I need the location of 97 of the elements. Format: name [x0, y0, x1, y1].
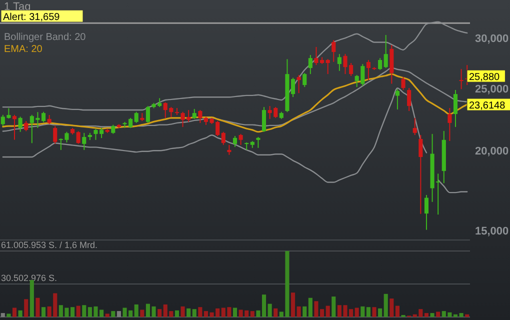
candlestick: [256, 136, 260, 148]
bar: [0, 313, 5, 317]
y-tick-label: 30,000: [475, 33, 509, 46]
candlestick: [82, 132, 86, 150]
bar: [390, 298, 394, 317]
candlestick: [24, 120, 28, 132]
text: EMA: 20: [4, 44, 43, 55]
bar: [262, 294, 266, 317]
bar: [395, 306, 400, 317]
candlestick: [232, 136, 238, 148]
bar: [378, 308, 382, 317]
bar: [332, 296, 336, 317]
bar: [459, 313, 464, 317]
candlestick: [47, 114, 52, 125]
candlestick: [53, 126, 58, 144]
candlestick: [424, 194, 429, 230]
bar: [12, 308, 17, 317]
y-tick-label: 25,000: [475, 84, 509, 96]
candlestick: [296, 74, 301, 94]
candlestick: [302, 72, 307, 88]
candlestick: [134, 111, 138, 124]
bar: [256, 310, 260, 317]
bar: [36, 298, 40, 317]
bar: [158, 309, 162, 317]
bar: [140, 310, 144, 317]
bar: [198, 307, 202, 317]
candlestick: [326, 58, 330, 75]
bar: [465, 314, 470, 317]
bar: [302, 306, 307, 317]
bar: [436, 312, 440, 317]
annotation: 25,880: [469, 72, 500, 84]
bar: [174, 310, 180, 317]
candlestick: [238, 133, 243, 146]
bar: [424, 313, 429, 317]
bar: [453, 314, 458, 317]
bar: [360, 306, 365, 317]
line-series: [2, 21, 468, 111]
candlestick: [366, 59, 370, 81]
bar: [76, 306, 80, 317]
candlestick: [227, 144, 232, 156]
candlestick: [384, 34, 388, 69]
bar: [18, 310, 22, 317]
bar: [6, 314, 11, 317]
bar: [430, 313, 434, 317]
candlestick: [198, 110, 202, 124]
bar: [372, 307, 376, 317]
bar: [180, 306, 185, 317]
bar: [82, 305, 86, 317]
bar: [308, 298, 312, 317]
candlestick: [308, 54, 312, 75]
candlestick: [41, 111, 46, 123]
candlestick: [192, 108, 196, 120]
candlestick: [146, 105, 150, 124]
ref-line-label: 30.502.976 S.: [1, 273, 58, 283]
bar: [354, 308, 359, 317]
candlestick: [395, 88, 400, 110]
bar: [116, 311, 121, 317]
bar: [105, 314, 110, 317]
candlestick: [401, 76, 406, 91]
candlestick: [337, 54, 342, 72]
candlestick: [407, 88, 412, 112]
ref-line-label: 61.005.953 S. / 1,6 Mrd.: [1, 240, 98, 250]
candlestick: [453, 90, 458, 128]
y-tick-label: 15,000: [475, 226, 509, 238]
bar: [384, 294, 388, 317]
bar: [268, 304, 272, 317]
bar: [274, 308, 278, 317]
text: Bollinger Band: 20: [4, 32, 86, 43]
candlestick: [18, 116, 22, 132]
y-tick-label: 20,000: [475, 146, 509, 158]
bar: [232, 308, 238, 317]
candlestick: [221, 131, 226, 146]
bar: [192, 309, 196, 317]
bar: [30, 280, 34, 317]
candlestick: [448, 107, 452, 142]
bar: [250, 311, 254, 317]
candlestick: [418, 134, 423, 214]
candlestick: [111, 124, 116, 134]
bar: [296, 306, 301, 317]
bar: [24, 299, 28, 317]
candlestick: [412, 117, 417, 136]
candlestick: [76, 130, 80, 144]
candlestick: [378, 58, 382, 70]
candlestick: [262, 106, 266, 132]
candlestick: [12, 114, 17, 140]
bar: [326, 306, 330, 317]
candlestick: [332, 40, 336, 62]
bar: [41, 307, 46, 317]
bar: [186, 308, 191, 317]
annotation: 23,6148: [469, 100, 506, 112]
bar: [366, 307, 370, 317]
bar: [111, 311, 116, 317]
bar: [290, 292, 296, 317]
bar: [134, 304, 138, 317]
ref-line-label: Alert: 31,659: [3, 12, 60, 24]
candlestick: [459, 68, 464, 90]
bar: [204, 311, 208, 317]
